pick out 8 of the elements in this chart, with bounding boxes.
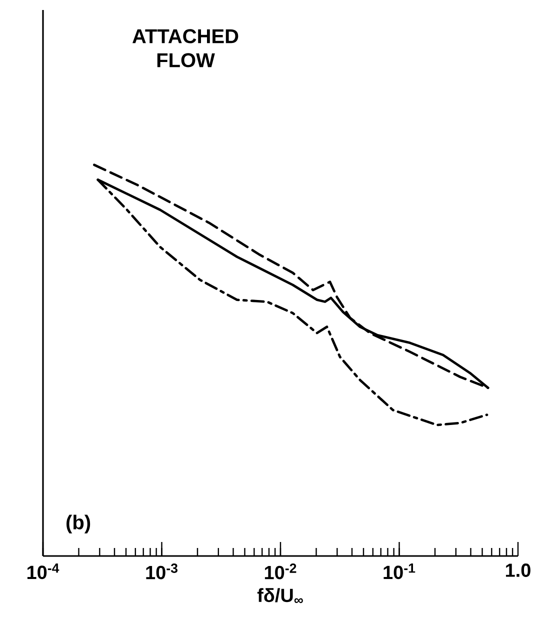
- x-tick-label: 10$^{-4}$: [27, 564, 60, 580]
- x-axis-title: fδ/U$_{∞}$: [257, 588, 303, 604]
- x-tick-label: 1.0: [506, 564, 530, 577]
- annotation: (b): [66, 514, 90, 534]
- x-tick-label: 10$^{-1}$: [384, 564, 416, 580]
- x-tick-label: 10$^{-2}$: [264, 564, 296, 580]
- text: ATTACHED FLOW: [132, 29, 238, 68]
- x-tick-label: 10$^{-3}$: [146, 564, 178, 580]
